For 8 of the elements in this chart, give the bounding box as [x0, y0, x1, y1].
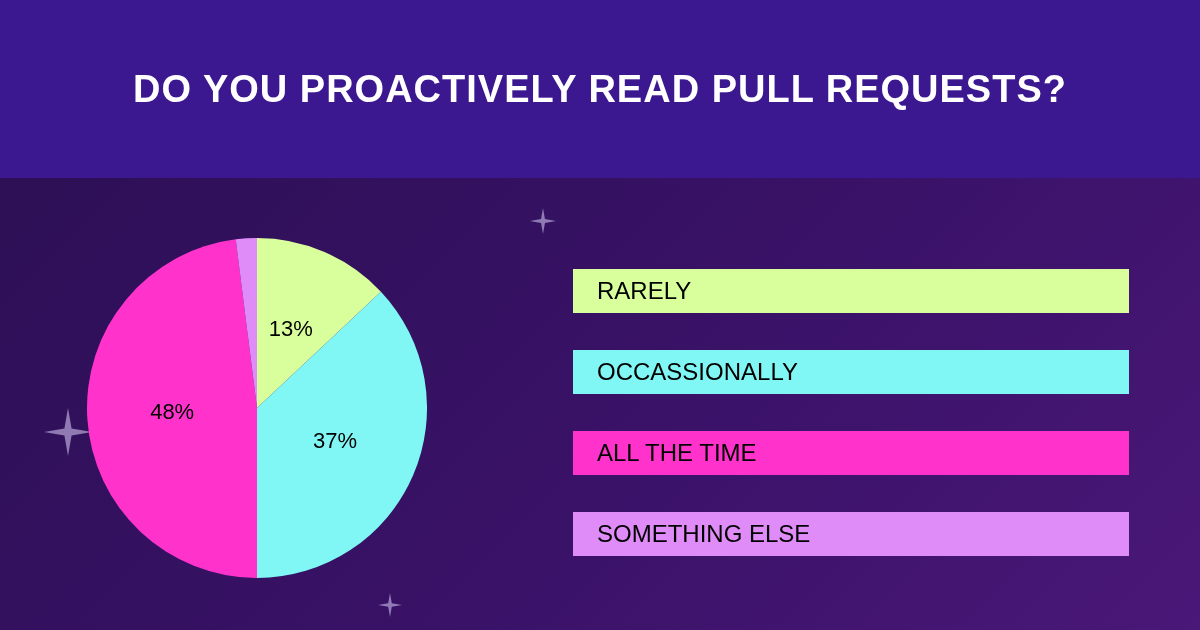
data-label: 13%: [268, 316, 313, 342]
chart-title: DO YOU PROACTIVELY READ PULL REQUESTS?: [133, 67, 1067, 111]
legend-label: SOMETHING ELSE: [597, 520, 811, 547]
legend-label: RARELY: [597, 277, 692, 304]
legend-label: ALL THE TIME: [597, 439, 757, 466]
data-label: 37%: [312, 427, 358, 453]
data-label: 48%: [150, 399, 195, 425]
legend-label: OCCASSIONALLY: [597, 358, 798, 385]
